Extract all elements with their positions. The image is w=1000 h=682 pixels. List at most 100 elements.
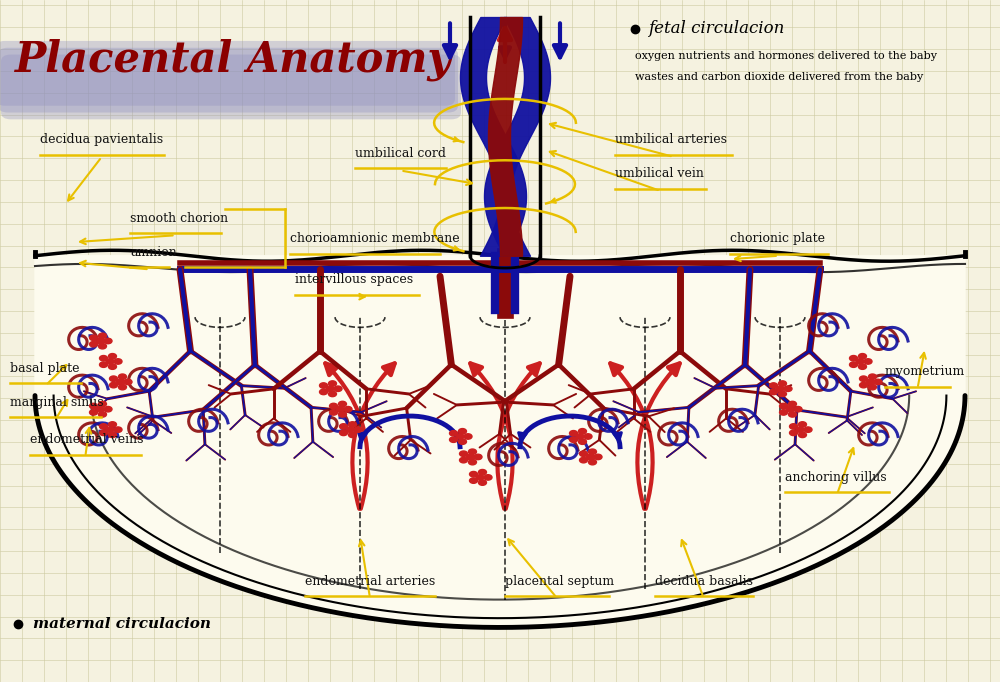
- Polygon shape: [35, 256, 965, 627]
- Circle shape: [348, 421, 356, 427]
- Circle shape: [770, 383, 778, 388]
- Circle shape: [868, 385, 876, 390]
- Text: umbilical cord: umbilical cord: [355, 147, 446, 160]
- Circle shape: [588, 460, 596, 465]
- Circle shape: [790, 430, 798, 436]
- Text: basal plate: basal plate: [10, 361, 80, 375]
- Circle shape: [856, 359, 864, 364]
- Circle shape: [340, 430, 348, 436]
- Circle shape: [780, 403, 788, 409]
- Circle shape: [90, 342, 98, 347]
- Circle shape: [106, 427, 114, 432]
- Circle shape: [330, 410, 338, 415]
- Circle shape: [584, 434, 592, 439]
- Circle shape: [338, 412, 346, 417]
- Circle shape: [100, 355, 108, 361]
- Circle shape: [778, 391, 786, 397]
- Text: placental septum: placental septum: [505, 574, 614, 588]
- Text: amnion: amnion: [130, 246, 177, 259]
- FancyBboxPatch shape: [1, 55, 461, 119]
- Circle shape: [344, 406, 352, 412]
- Circle shape: [328, 391, 336, 397]
- Circle shape: [124, 379, 132, 385]
- FancyBboxPatch shape: [0, 41, 455, 106]
- Circle shape: [794, 406, 802, 412]
- Circle shape: [790, 424, 798, 429]
- Circle shape: [858, 353, 866, 359]
- Circle shape: [90, 403, 98, 409]
- Circle shape: [98, 344, 106, 349]
- Circle shape: [104, 406, 112, 412]
- Text: anchoring villus: anchoring villus: [785, 471, 887, 484]
- Circle shape: [798, 432, 806, 438]
- Circle shape: [580, 458, 588, 463]
- Circle shape: [460, 451, 468, 456]
- Circle shape: [474, 454, 482, 460]
- Circle shape: [90, 335, 98, 340]
- Circle shape: [788, 401, 796, 406]
- Text: maternal circulacion: maternal circulacion: [33, 617, 211, 631]
- Circle shape: [798, 421, 806, 427]
- Circle shape: [328, 381, 336, 386]
- Text: smooth chorion: smooth chorion: [130, 211, 228, 225]
- Text: Placental Anatomy: Placental Anatomy: [15, 39, 452, 81]
- Circle shape: [330, 403, 338, 409]
- Circle shape: [460, 458, 468, 463]
- FancyBboxPatch shape: [0, 48, 458, 113]
- Text: fetal circulacion: fetal circulacion: [648, 20, 784, 37]
- Text: endometrial veins: endometrial veins: [30, 433, 144, 447]
- Circle shape: [450, 437, 458, 443]
- Circle shape: [108, 364, 116, 370]
- Circle shape: [468, 449, 476, 454]
- Circle shape: [476, 475, 484, 480]
- Circle shape: [594, 454, 602, 460]
- Text: marginal sinus: marginal sinus: [10, 396, 104, 409]
- Circle shape: [340, 424, 348, 429]
- Circle shape: [118, 374, 126, 379]
- Text: decidua basalis: decidua basalis: [655, 574, 753, 588]
- Circle shape: [578, 428, 586, 434]
- Circle shape: [874, 379, 882, 385]
- Circle shape: [588, 449, 596, 454]
- Circle shape: [334, 386, 342, 391]
- Circle shape: [784, 386, 792, 391]
- Circle shape: [776, 386, 784, 391]
- Circle shape: [866, 379, 874, 385]
- Circle shape: [100, 362, 108, 368]
- Text: intervillous spaces: intervillous spaces: [295, 273, 413, 286]
- Circle shape: [796, 427, 804, 432]
- Circle shape: [770, 389, 778, 395]
- Circle shape: [98, 333, 106, 338]
- Circle shape: [98, 401, 106, 406]
- Text: chorionic plate: chorionic plate: [730, 232, 825, 246]
- Circle shape: [780, 410, 788, 415]
- Text: wastes and carbon dioxide delivered from the baby: wastes and carbon dioxide delivered from…: [635, 72, 923, 82]
- Circle shape: [868, 374, 876, 379]
- Circle shape: [478, 469, 486, 475]
- Circle shape: [860, 376, 868, 381]
- Circle shape: [90, 410, 98, 415]
- Circle shape: [348, 432, 356, 438]
- Circle shape: [116, 379, 124, 385]
- Circle shape: [578, 439, 586, 445]
- Circle shape: [786, 406, 794, 412]
- Circle shape: [850, 362, 858, 368]
- Circle shape: [354, 427, 362, 432]
- Circle shape: [114, 427, 122, 432]
- Circle shape: [778, 381, 786, 386]
- Circle shape: [450, 430, 458, 436]
- Circle shape: [570, 437, 578, 443]
- Circle shape: [320, 389, 328, 395]
- Circle shape: [326, 386, 334, 391]
- Circle shape: [110, 383, 118, 388]
- Circle shape: [864, 359, 872, 364]
- Circle shape: [108, 421, 116, 427]
- Text: oxygen nutrients and hormones delivered to the baby: oxygen nutrients and hormones delivered …: [635, 51, 937, 61]
- Circle shape: [108, 353, 116, 359]
- Circle shape: [98, 412, 106, 417]
- Text: decidua pavientalis: decidua pavientalis: [40, 133, 163, 147]
- Circle shape: [468, 460, 476, 465]
- Circle shape: [576, 434, 584, 439]
- Text: endometrial arteries: endometrial arteries: [305, 574, 435, 588]
- Circle shape: [100, 430, 108, 436]
